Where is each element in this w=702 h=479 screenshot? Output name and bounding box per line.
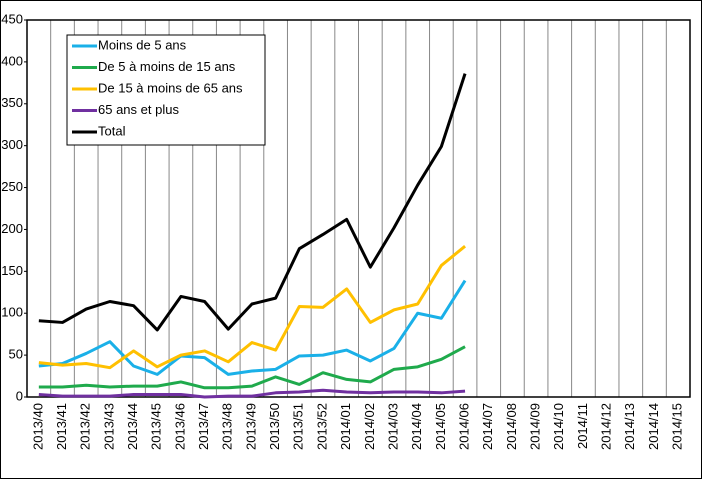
series-line <box>38 73 467 332</box>
y-tick-label: 150 <box>1 263 23 278</box>
x-tick-label: 2014/01 <box>338 403 353 450</box>
legend-box <box>66 34 266 146</box>
x-tick-label: 2014/11 <box>575 403 590 449</box>
x-tick-label: 2014/15 <box>670 403 685 450</box>
x-tick-label: 2014/09 <box>528 403 543 450</box>
x-tick-label: 2014/07 <box>480 403 495 450</box>
x-tick-label: 2013/52 <box>314 403 329 450</box>
series-line <box>38 245 467 370</box>
legend-label: De 5 à moins de 15 ans <box>98 59 236 74</box>
x-tick-label: 2014/02 <box>362 403 377 450</box>
legend-label: Total <box>98 123 126 138</box>
x-tick-label: 2013/50 <box>267 403 282 450</box>
x-tick-label: 2013/41 <box>54 403 69 450</box>
x-tick-label: 2013/48 <box>220 403 235 450</box>
x-tick-label: 2013/46 <box>172 403 187 450</box>
x-tick-label: 2013/51 <box>291 403 306 450</box>
x-tick-label: 2013/45 <box>149 403 164 450</box>
x-tick-label: 2013/43 <box>101 403 116 450</box>
y-tick-label: 450 <box>1 11 23 26</box>
x-tick-label: 2013/49 <box>243 403 258 450</box>
x-tick-label: 2014/08 <box>504 403 519 450</box>
y-tick-label: 0 <box>16 388 23 403</box>
x-tick-label: 2013/44 <box>125 403 140 450</box>
x-tick-label: 2013/47 <box>196 403 211 450</box>
x-tick-label: 2014/14 <box>646 403 661 450</box>
x-tick-label: 2014/13 <box>622 403 637 450</box>
y-tick-label: 300 <box>1 137 23 152</box>
x-tick-label: 2014/04 <box>409 403 424 450</box>
y-tick-label: 100 <box>1 305 23 320</box>
x-tick-label: 2014/03 <box>385 403 400 450</box>
series-line <box>38 279 467 376</box>
legend-label: De 15 à moins de 65 ans <box>98 80 243 95</box>
x-tick-label: 2013/42 <box>78 403 93 450</box>
series-line <box>38 345 466 390</box>
y-tick-label: 200 <box>1 221 23 236</box>
y-tick-label: 250 <box>1 179 23 194</box>
legend-label: Moins de 5 ans <box>98 37 187 52</box>
x-tick-label: 2013/40 <box>30 403 45 450</box>
series-line <box>38 388 466 399</box>
x-tick-label: 2014/12 <box>599 403 614 450</box>
y-tick-label: 350 <box>1 95 23 110</box>
plot-area <box>26 19 691 398</box>
x-tick-label: 2014/06 <box>456 403 471 450</box>
y-tick-label: 50 <box>9 347 23 362</box>
y-tick-label: 400 <box>1 53 23 68</box>
x-tick-label: 2014/10 <box>551 403 566 450</box>
x-tick-label: 2014/05 <box>433 403 448 450</box>
legend-label: 65 ans et plus <box>98 102 179 117</box>
